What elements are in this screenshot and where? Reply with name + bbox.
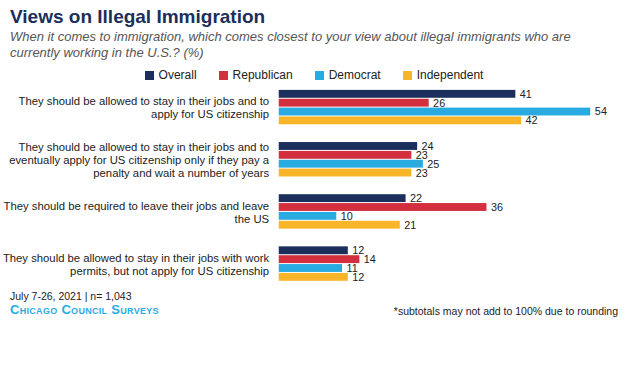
html-text:When it comes to immigration,: When it comes to immigration, which come… xyxy=(10,29,571,60)
svg-text:26: 26 xyxy=(433,97,445,109)
svg-text:36: 36 xyxy=(491,201,503,213)
html-text:Chicago Council Surveys: Chicago Council Surveys xyxy=(10,301,159,317)
svg-text:They should be allowed to stay: They should be allowed to stay in their … xyxy=(3,252,270,277)
html-text:Overall: Overall xyxy=(158,68,197,82)
svg-text:11: 11 xyxy=(346,262,358,274)
svg-text:12: 12 xyxy=(352,271,364,283)
svg-text:23: 23 xyxy=(416,149,428,161)
html-text:Views on Illegal Immigration: Views on Illegal Immigration xyxy=(10,6,266,27)
html-text:Independent: Independent xyxy=(416,68,484,82)
html-text:Democrat: Democrat xyxy=(328,68,381,82)
svg-text:22: 22 xyxy=(410,192,422,204)
svg-text:21: 21 xyxy=(404,219,416,231)
svg-text:10: 10 xyxy=(341,210,353,222)
svg-text:12: 12 xyxy=(352,244,364,256)
html-text:Republican: Republican xyxy=(232,68,293,82)
svg-text:54: 54 xyxy=(595,105,607,117)
svg-text:14: 14 xyxy=(364,253,376,265)
html-text:July 7-26, 2021 | n= 1,043: July 7-26, 2021 | n= 1,043 xyxy=(10,289,132,302)
svg-text:They should be allowed to stay: They should be allowed to stay in their … xyxy=(19,95,270,120)
svg-text:They should be required to lea: They should be required to leave their j… xyxy=(3,200,269,225)
svg-text:41: 41 xyxy=(520,88,532,100)
svg-text:They should be allowed to stay: They should be allowed to stay in their … xyxy=(9,141,270,179)
svg-text:25: 25 xyxy=(427,158,439,170)
svg-text:23: 23 xyxy=(416,167,428,179)
html-text:*subtotals may not add to 100%: *subtotals may not add to 100% due to ro… xyxy=(393,304,618,317)
svg-text:24: 24 xyxy=(421,139,434,152)
svg-text:42: 42 xyxy=(526,114,538,126)
